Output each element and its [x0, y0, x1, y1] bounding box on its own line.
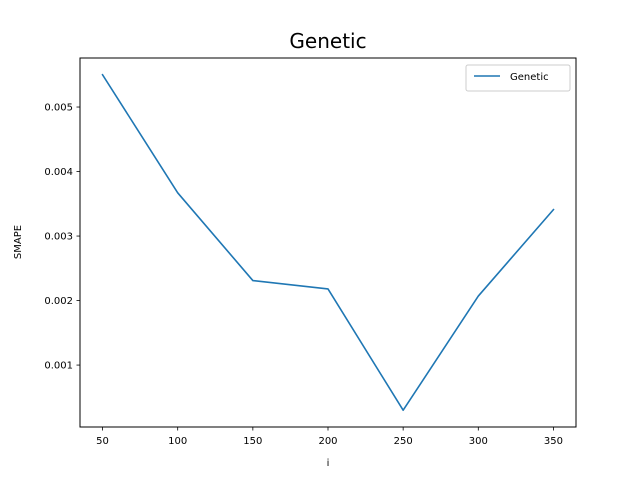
y-tick-label: 0.004: [44, 167, 73, 178]
x-tick-label: 250: [394, 436, 413, 447]
y-axis: 0.001 0.002 0.003 0.004 0.005: [44, 103, 80, 372]
x-tick-label: 200: [318, 436, 337, 447]
legend-label-genetic: Genetic: [510, 72, 549, 83]
x-tick-label: 300: [469, 436, 488, 447]
y-tick-label: 0.002: [44, 296, 73, 307]
y-tick-label: 0.003: [44, 232, 73, 243]
x-tick-label: 350: [544, 436, 563, 447]
x-tick-label: 50: [96, 436, 109, 447]
y-tick-label: 0.001: [44, 361, 73, 372]
x-axis: 50 100 150 200 250 300 350: [96, 427, 563, 447]
plot-area-frame: [79, 57, 577, 428]
y-axis-label: SMAPE: [13, 225, 24, 259]
legend-box: [465, 64, 571, 92]
series-layer: [101, 73, 555, 412]
x-tick-label: 150: [243, 436, 262, 447]
chart-title: Genetic: [289, 29, 366, 53]
legend: Genetic: [465, 64, 571, 92]
y-tick-label: 0.005: [44, 103, 73, 114]
x-axis-label: i: [327, 458, 330, 469]
x-tick-label: 100: [168, 436, 187, 447]
series-line-genetic: [101, 73, 555, 412]
